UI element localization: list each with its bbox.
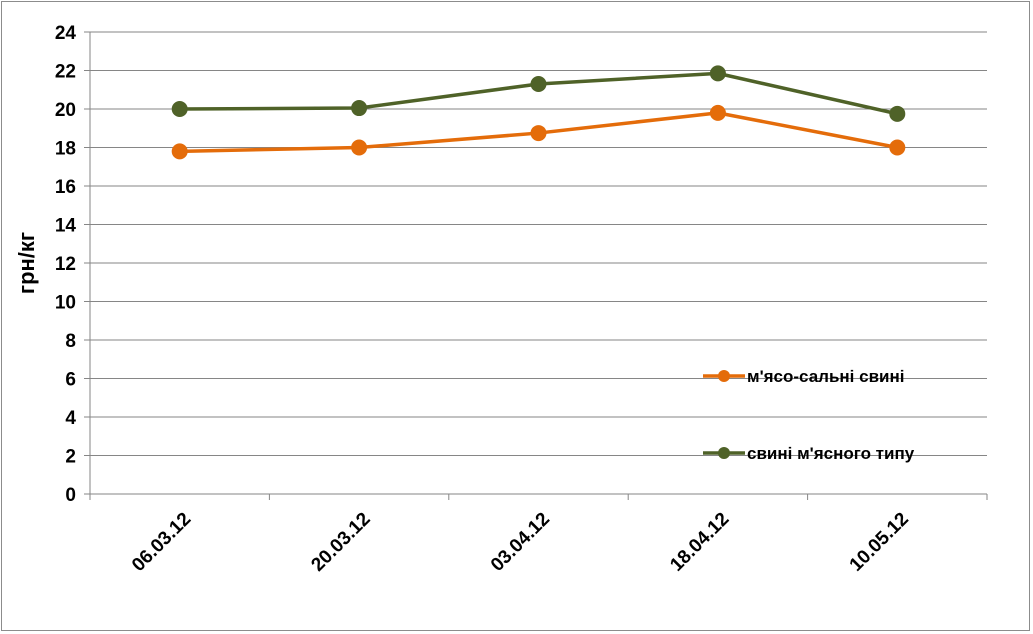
series-group xyxy=(171,65,906,160)
x-tick-labels: 06.03.12 20.03.12 03.04.12 18.04.12 10.05.12 xyxy=(128,509,913,576)
gridlines xyxy=(84,31,987,495)
y-tick-label: 20 xyxy=(55,100,76,121)
y-tick-label: 24 xyxy=(55,23,77,44)
y-tick-label: 14 xyxy=(55,216,77,237)
legend-label: м'ясо-сальні свині xyxy=(747,367,904,386)
data-point xyxy=(709,65,726,82)
data-point xyxy=(709,104,726,121)
x-tick-label: 06.03.12 xyxy=(128,509,195,576)
y-tick-label: 10 xyxy=(55,293,76,314)
data-point xyxy=(171,101,188,117)
y-tick-label: 12 xyxy=(55,254,76,275)
data-point xyxy=(889,139,906,156)
data-point xyxy=(889,105,906,122)
y-axis-label: грн/кг xyxy=(14,232,39,294)
legend: м'ясо-сальні свині свині м'ясного типу xyxy=(703,367,915,463)
y-tick-label: 0 xyxy=(65,485,76,506)
legend-swatch-marker xyxy=(718,370,730,382)
data-point xyxy=(530,75,547,92)
x-tick-label: 20.03.12 xyxy=(307,509,374,576)
axes xyxy=(89,32,988,500)
data-point xyxy=(351,139,368,156)
y-tick-label: 22 xyxy=(55,62,76,83)
y-tick-label: 6 xyxy=(65,370,76,391)
data-point xyxy=(351,100,368,117)
y-tick-label: 18 xyxy=(55,139,76,160)
data-point xyxy=(171,143,188,160)
y-tick-label: 4 xyxy=(65,408,76,429)
x-tick-label: 10.05.12 xyxy=(846,509,913,576)
data-point xyxy=(530,125,547,142)
x-tick-label: 18.04.12 xyxy=(666,509,733,576)
x-tick-label: 03.04.12 xyxy=(487,509,554,576)
y-tick-label: 2 xyxy=(65,447,76,468)
y-tick-label: 8 xyxy=(65,331,76,352)
legend-swatch-marker xyxy=(718,447,730,459)
legend-label: свині м'ясного типу xyxy=(747,444,915,463)
y-tick-label: 16 xyxy=(55,177,76,198)
